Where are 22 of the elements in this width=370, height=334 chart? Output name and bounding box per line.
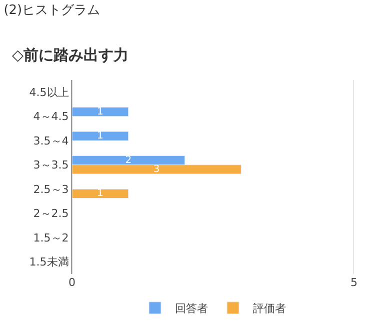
legend-label: 回答者 [175, 302, 208, 316]
data-label: 2 [125, 154, 132, 166]
bar [72, 107, 129, 117]
data-label: 1 [97, 106, 104, 118]
y-tick-label: 4～4.5 [33, 110, 69, 124]
y-tick-label: 2.5～3 [33, 182, 69, 196]
y-tick-label: 1.5～2 [33, 231, 69, 244]
chart-subtitle: ◇前に踏み出す力 [12, 46, 129, 64]
y-tick-label: 2～2.5 [33, 207, 69, 220]
legend-label: 評価者 [253, 302, 286, 316]
y-tick-label: 4.5以上 [29, 86, 69, 99]
bar [72, 188, 129, 198]
x-tick-label: 0 [68, 276, 76, 289]
data-label: 1 [97, 130, 104, 142]
y-tick-label: 3.5～4 [33, 134, 69, 148]
y-tick-label: 3～3.5 [33, 158, 69, 172]
data-label: 1 [97, 188, 104, 200]
chart-title: (2)ヒストグラム [4, 3, 100, 18]
bar [72, 131, 129, 141]
data-label: 3 [153, 164, 160, 175]
y-tick-label: 1.5未満 [29, 256, 69, 269]
x-tick-label: 5 [350, 276, 358, 289]
